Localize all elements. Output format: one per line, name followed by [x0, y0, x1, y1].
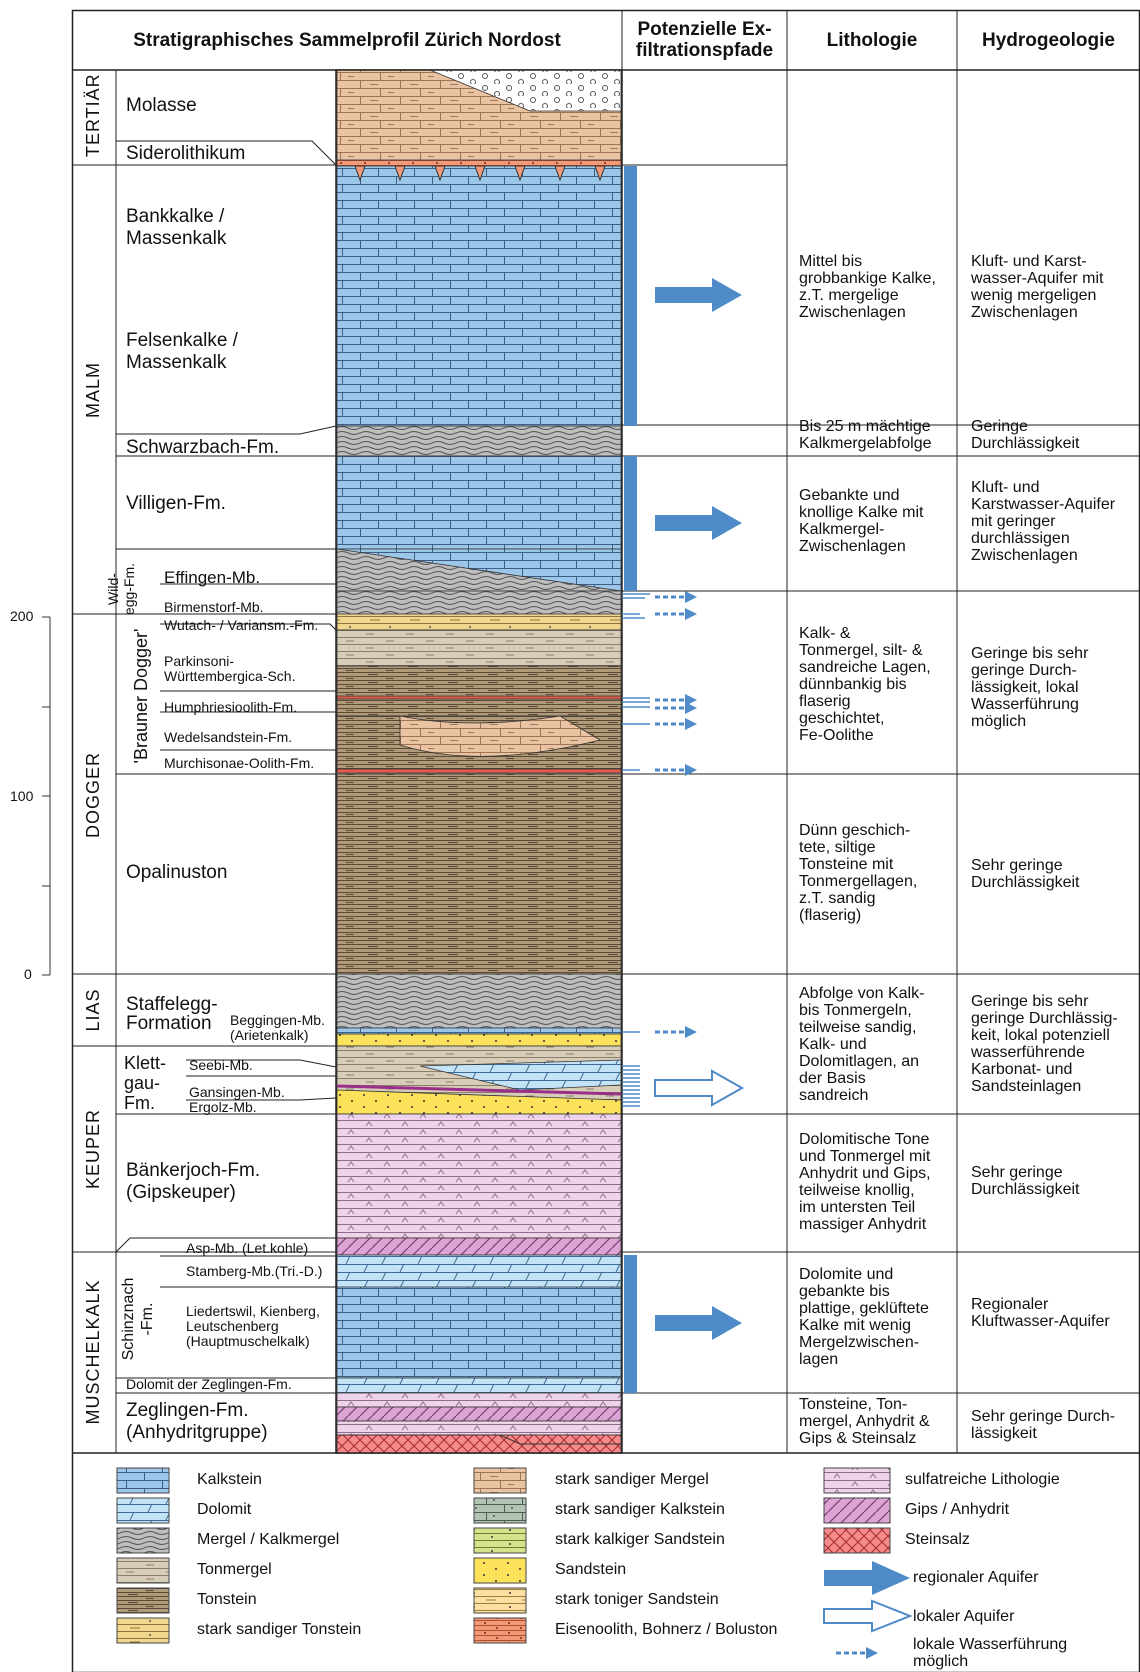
unit-effingen: Effingen-Mb. — [164, 568, 261, 587]
legend-steinsalz: Steinsalz — [905, 1531, 970, 1548]
hydro-malm-upper: Kluft- und Karst- wasser-Aquifer mit wen… — [971, 253, 1104, 321]
lith-brauner: Kalk- & Tonmergel, silt- & sandreiche La… — [799, 625, 931, 744]
unit-felsenkalke: Felsenkalke / Massenkalk — [126, 330, 238, 373]
unit-birmenstorf: Birmenstorf-Mb. — [164, 599, 264, 615]
unit-siderolithikum: Siderolithikum — [126, 143, 246, 164]
legend-regional-aquifer: regionaler Aquifer — [913, 1569, 1039, 1586]
era-keuper: KEUPER — [83, 1108, 103, 1190]
group-wildegg-line1: Wild- — [105, 573, 121, 605]
legend-kalkiger-sandstein: stark kalkiger Sandstein — [555, 1531, 725, 1548]
group-brauner-dogger: 'Brauner Dogger' — [131, 628, 151, 764]
legend-gips: Gips / Anhydrit — [905, 1501, 1010, 1518]
hydro-baenkerjoch: Sehr geringe Durchlässigkeit — [971, 1164, 1080, 1198]
unit-humphries: Humphriesioolith-Fm. — [164, 699, 298, 715]
legend-eisenoolith: Eisenoolith, Bohnerz / Boluston — [555, 1621, 778, 1638]
unit-zeglingen-dolomit: Dolomit der Zeglingen-Fm. — [126, 1376, 292, 1392]
hydro-schwarzbach: Geringe Durchlässigkeit — [971, 418, 1080, 452]
legend-sandiger-tonstein: stark sandiger Tonstein — [197, 1621, 362, 1638]
legend-sandiger-mergel: stark sandiger Mergel — [555, 1471, 709, 1488]
scale-200: 200 — [10, 608, 34, 624]
hydro-brauner: Geringe bis sehr geringe Durch- lässigke… — [971, 645, 1089, 730]
unit-ergolz: Ergolz-Mb. — [189, 1099, 257, 1115]
hydro-lias-klettgau: Geringe bis sehr geringe Durchlässig- ke… — [971, 993, 1118, 1095]
era-tertiaer: TERTIÄR — [83, 73, 103, 157]
unit-beggingen: Beggingen-Mb. (Arietenkalk) — [230, 1012, 325, 1043]
legend-kalkstein: Kalkstein — [197, 1471, 262, 1488]
lith-zeglingen: Tonsteine, Ton- mergel, Anhydrit & Gips … — [799, 1396, 930, 1447]
lith-baenkerjoch: Dolomitische Tone und Tonmergel mit Anhy… — [799, 1131, 931, 1233]
hydro-villigen: Kluft- und Karstwasser-Aquifer mit gerin… — [971, 479, 1116, 564]
legend-lokal-aquifer: lokaler Aquifer — [913, 1608, 1015, 1625]
lith-malm-upper: Mittel bis grobbankige Kalke, z.T. merge… — [799, 253, 936, 321]
unit-baenkerjoch: Bänkerjoch-Fm. (Gipskeuper) — [126, 1160, 261, 1203]
legend-sandstein: Sandstein — [555, 1561, 627, 1578]
lithology-header: Lithologie — [826, 29, 918, 51]
lith-lias-klettgau: Abfolge von Kalk- bis Tonmergeln, teilwe… — [799, 985, 925, 1104]
unit-bankkalke: Bankkalke / Massenkalk — [126, 206, 227, 249]
hydro-zeglingen: Sehr geringe Durch- lässigkeit — [971, 1408, 1116, 1442]
lith-opalinus: Dünn geschich- tete, siltige Tonsteine m… — [799, 822, 918, 924]
unit-asp: Asp-Mb. (Let.kohle) — [186, 1240, 309, 1256]
unit-wutach: Wutach- / Variansm.-Fm. — [164, 617, 319, 633]
unit-opalinuston: Opalinuston — [126, 862, 228, 883]
scale-0: 0 — [24, 966, 32, 982]
paths-header-line2: filtrationspfade — [635, 40, 774, 61]
paths-header-line1: Potenzielle Ex- — [637, 19, 772, 40]
lith-schwarzbach: Bis 25 m mächtige Kalkmergelabfolge — [799, 418, 932, 452]
legend-wasserfuehrung: lokale Wasserführung möglich — [913, 1636, 1068, 1670]
group-schinznach: Schinznach -Fm. — [120, 1277, 156, 1361]
unit-staffelegg: Staffelegg- Formation — [126, 994, 218, 1034]
lith-schinznach: Dolomite und gebankte bis plattige, gekl… — [799, 1266, 929, 1368]
scale-100: 100 — [10, 788, 34, 804]
unit-seebi: Seebi-Mb. — [189, 1057, 253, 1073]
unit-wedelsandstein: Wedelsandstein-Fm. — [164, 729, 293, 745]
legend-tonmergel: Tonmergel — [197, 1561, 272, 1578]
legend-sandiger-kalkstein: stark sandiger Kalkstein — [555, 1501, 725, 1518]
legend-dolomit: Dolomit — [197, 1501, 252, 1518]
group-klettgau: Klett- gau- Fm. — [124, 1053, 167, 1113]
unit-murchisonae: Murchisonae-Oolith-Fm. — [164, 755, 315, 771]
unit-stamberg: Stamberg-Mb.(Tri.-D.) — [186, 1263, 323, 1279]
legend-toniger-sandstein: stark toniger Sandstein — [555, 1591, 719, 1608]
group-wildegg-line2: egg-Fm. — [121, 562, 137, 616]
era-malm: MALM — [83, 362, 103, 419]
unit-molasse: Molasse — [126, 95, 197, 116]
era-lias: LIAS — [83, 988, 103, 1032]
unit-parkinsoni: Parkinsoni- Württembergica-Sch. — [164, 653, 296, 684]
profile-header: Stratigraphisches Sammelprofil Zürich No… — [133, 29, 561, 51]
era-dogger: DOGGER — [83, 752, 103, 839]
hydrogeology-header: Hydrogeologie — [981, 29, 1115, 51]
paths-header: Potenzielle Ex- filtrationspfade — [622, 10, 787, 70]
legend-sulfat: sulfatreiche Lithologie — [905, 1471, 1060, 1488]
legend-mergel: Mergel / Kalkmergel — [197, 1531, 340, 1548]
unit-gansingen: Gansingen-Mb. — [189, 1084, 285, 1100]
legend-tonstein: Tonstein — [197, 1591, 257, 1608]
hydro-opalinus: Sehr geringe Durchlässigkeit — [971, 857, 1080, 891]
unit-zeglingen: Zeglingen-Fm. (Anhydritgruppe) — [126, 1400, 268, 1443]
lith-villigen: Gebankte und knollige Kalke mit Kalkmerg… — [799, 487, 924, 555]
unit-villigen: Villigen-Fm. — [126, 493, 226, 514]
unit-liedertswil: Liedertswil, Kienberg, Leutschenberg (Ha… — [186, 1303, 320, 1349]
era-muschelkalk: MUSCHELKALK — [83, 1279, 103, 1425]
hydro-schinznach: Regionaler Kluftwasser-Aquifer — [971, 1296, 1110, 1330]
unit-schwarzbach: Schwarzbach-Fm. — [126, 437, 280, 458]
group-wildegg: Wild-egg-Fm. — [105, 559, 139, 619]
